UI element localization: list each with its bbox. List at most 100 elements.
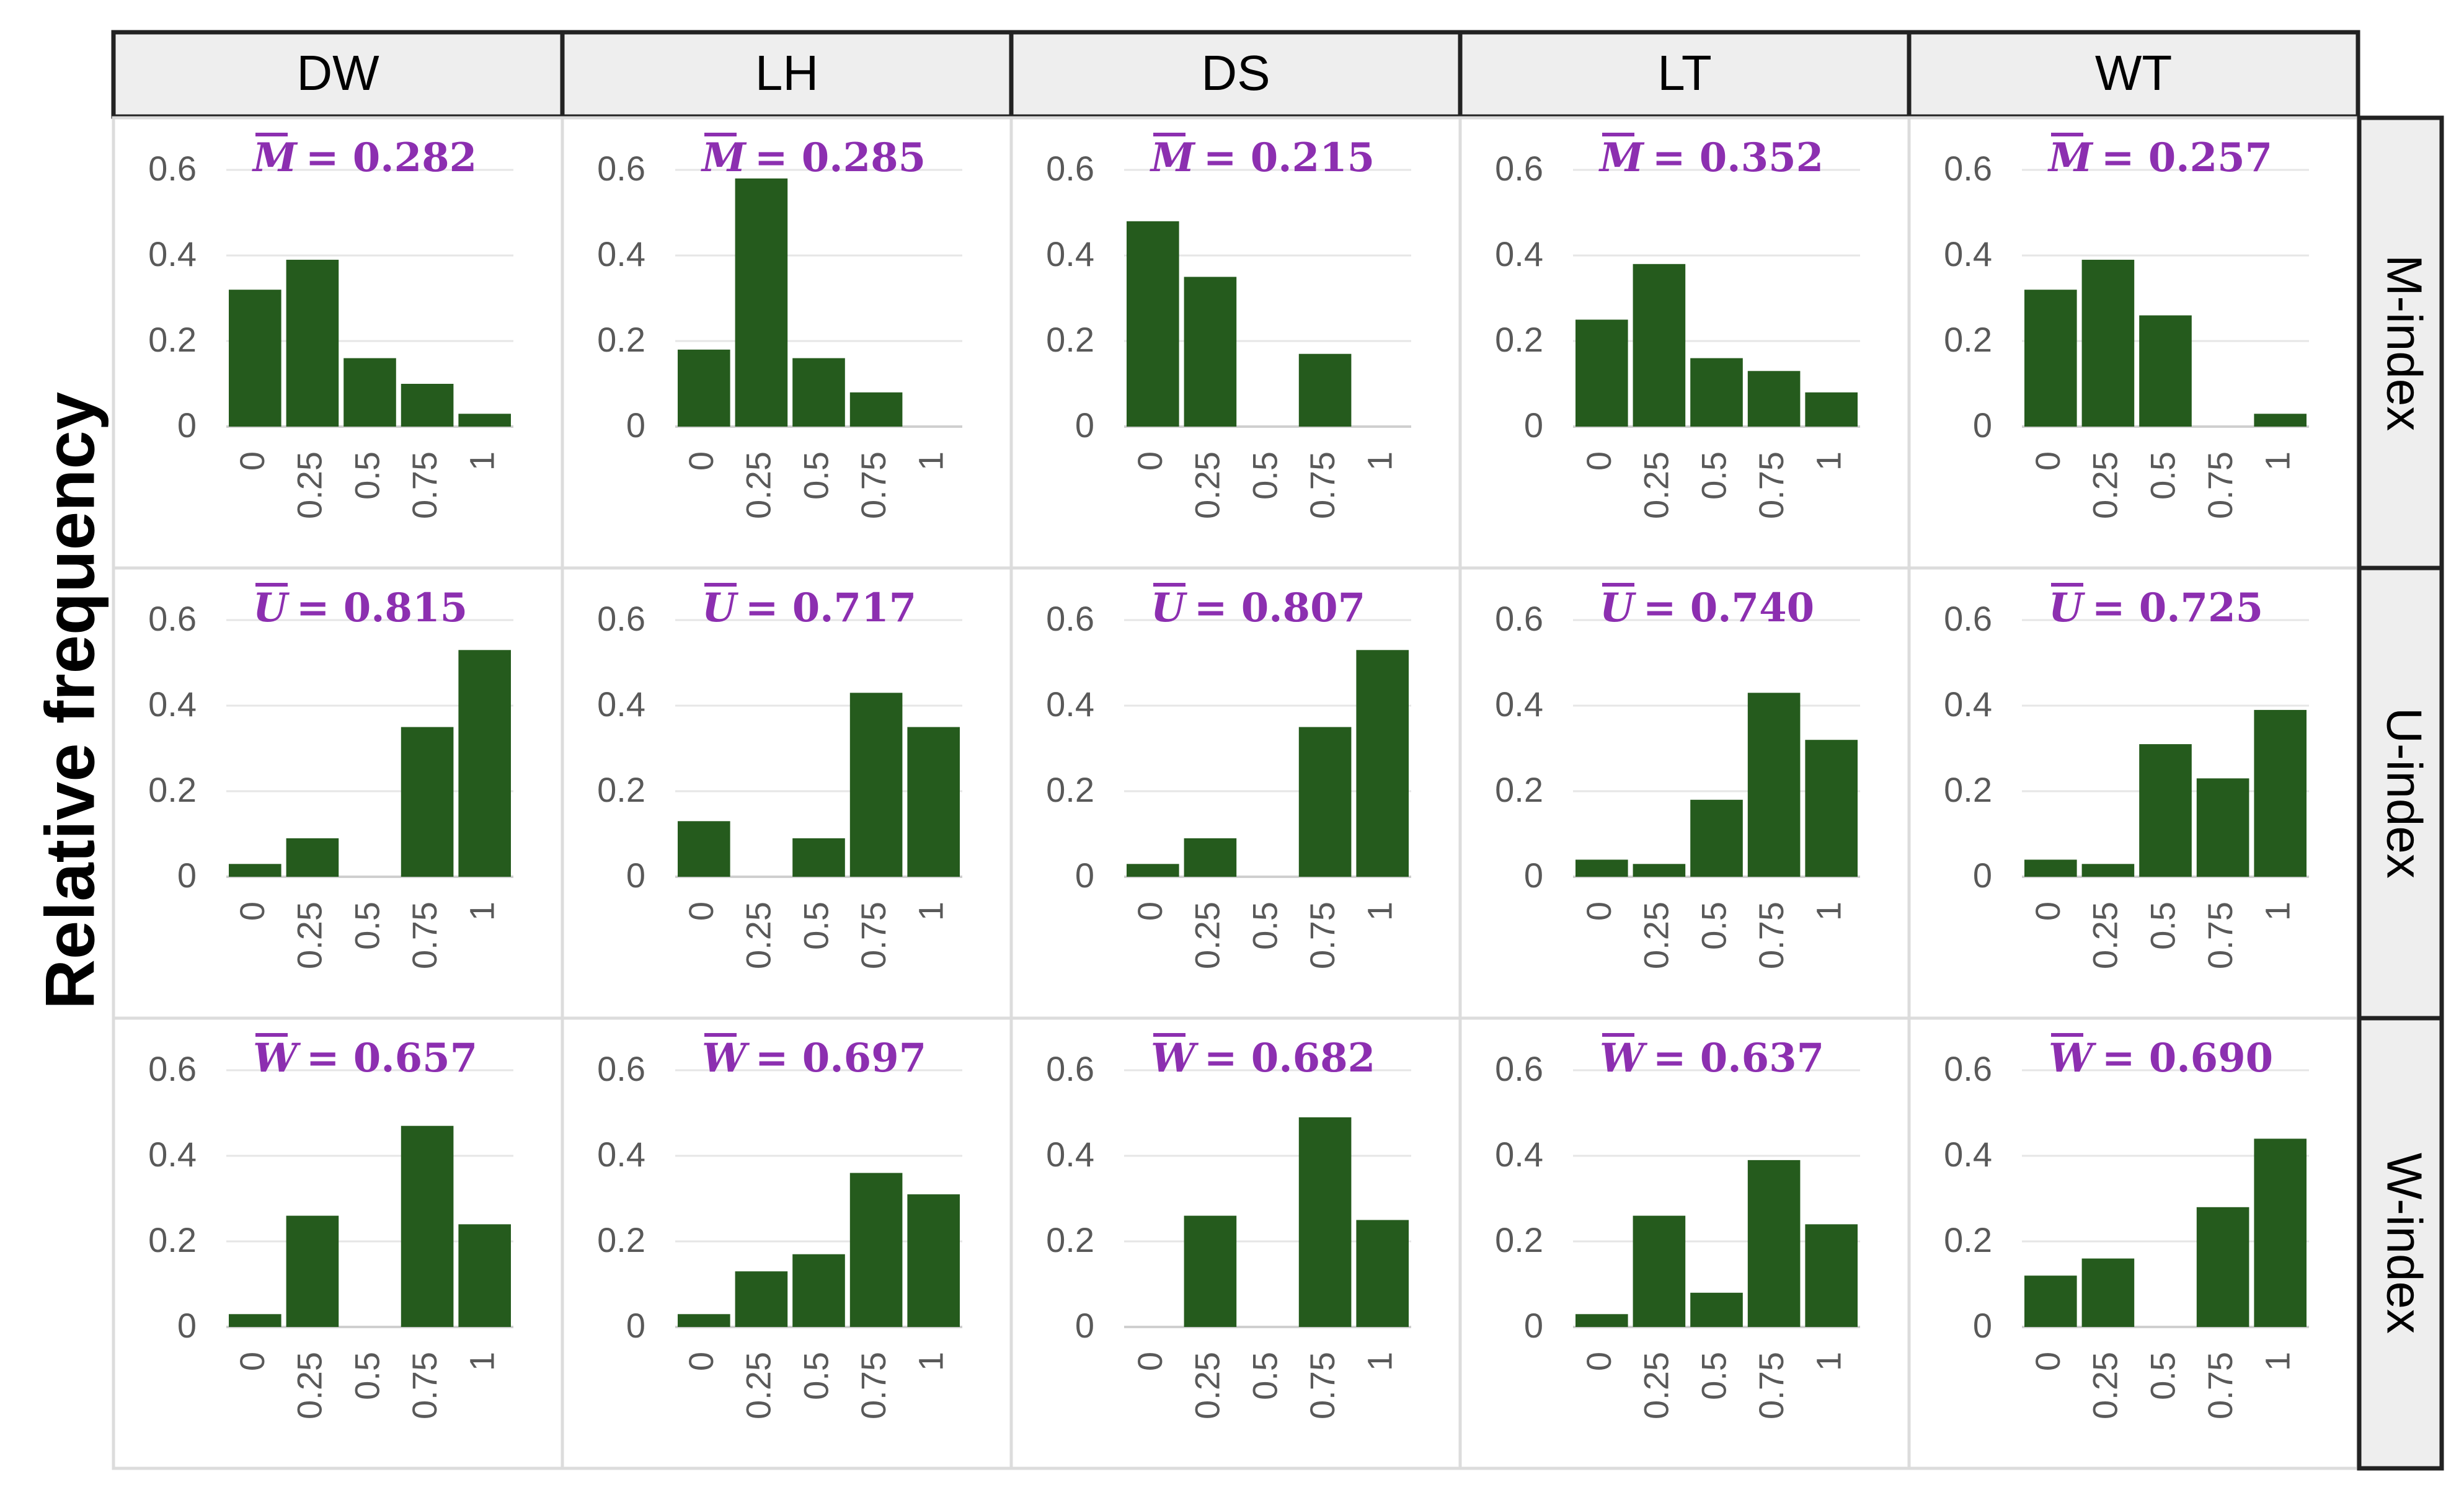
bar-0.75 — [1747, 693, 1801, 877]
column-header-ds: DS — [1201, 45, 1270, 100]
mean-overline — [1153, 583, 1185, 587]
panel-u-index-lh: 0 0.2 0.4 0.6 0 0.25 0.5 0.75 1 U = 0.717 — [561, 566, 1013, 1020]
mean-value: = 0.682 — [1204, 1035, 1375, 1081]
bar-0 — [229, 1314, 281, 1327]
x-tick-label: 0.5 — [347, 1352, 386, 1400]
x-tick-label: 1 — [911, 1352, 950, 1371]
x-tick-label: 0.75 — [2200, 902, 2240, 969]
panel-m-index-lt: 0 0.2 0.4 0.6 0 0.25 0.5 0.75 1 M = 0.352 — [1458, 116, 1911, 570]
panel-m-index-lh: 0 0.2 0.4 0.6 0 0.25 0.5 0.75 1 M = 0.285 — [561, 116, 1013, 570]
mean-annotation: W = 0.637 — [1600, 1035, 1824, 1081]
bar-1 — [2254, 1138, 2307, 1327]
x-tick-label: 0 — [1579, 451, 1618, 471]
y-axis-label: Relative frequency — [32, 392, 109, 1009]
x-tick-label: 0.25 — [1188, 1352, 1227, 1419]
y-tick-label: 0.2 — [597, 320, 645, 359]
mean-value: = 0.690 — [2102, 1035, 2273, 1081]
y-tick-label: 0.2 — [1944, 1220, 1992, 1259]
x-tick-label: 0 — [233, 451, 272, 471]
mean-symbol: U — [1600, 585, 1637, 631]
x-tick-label: 0.5 — [2143, 451, 2182, 500]
bar-0 — [1127, 221, 1179, 427]
y-tick-label: 0.2 — [148, 1220, 197, 1259]
x-tick-label: 0.5 — [2143, 902, 2182, 950]
x-tick-label: 0.5 — [1694, 451, 1733, 500]
mean-symbol: M — [701, 135, 747, 181]
y-tick-label: 0.2 — [1495, 770, 1543, 809]
row-label-m-index: M-index — [2377, 255, 2432, 432]
x-tick-label: 0.25 — [1637, 451, 1676, 519]
x-tick-label: 0.5 — [1245, 902, 1284, 950]
y-tick-label: 0.6 — [597, 149, 645, 188]
y-tick-label: 0.4 — [1495, 234, 1543, 273]
bar-1 — [1356, 1220, 1409, 1327]
bar-0.75 — [1298, 1117, 1352, 1327]
bar-0 — [229, 290, 281, 427]
x-tick-label: 0 — [233, 902, 272, 921]
x-tick-label: 0.75 — [2200, 451, 2240, 519]
mean-symbol: M — [2047, 135, 2094, 181]
bar-0 — [229, 864, 281, 877]
x-tick-label: 0 — [1579, 902, 1618, 921]
bar-0 — [678, 1314, 730, 1327]
y-tick-label: 0 — [1973, 856, 1992, 895]
bar-0 — [678, 349, 730, 427]
y-tick-label: 0.2 — [1046, 1220, 1094, 1259]
mean-symbol: U — [2049, 585, 2086, 631]
y-tick-label: 0.4 — [1046, 685, 1094, 724]
mean-annotation: M = 0.282 — [252, 135, 477, 181]
x-tick-label: 0.25 — [290, 451, 329, 519]
bar-0.25 — [735, 1271, 788, 1327]
x-tick-label: 0.5 — [796, 451, 835, 500]
x-tick-label: 1 — [1809, 902, 1848, 921]
panel-w-index-lh: 0 0.2 0.4 0.6 0 0.25 0.5 0.75 1 W = 0.697 — [561, 1016, 1013, 1470]
bar-0.75 — [1747, 1160, 1801, 1327]
y-tick-label: 0.4 — [1046, 1135, 1094, 1174]
column-header-lh: LH — [755, 45, 818, 100]
mean-symbol: W — [253, 1035, 301, 1081]
y-tick-label: 0 — [1524, 856, 1543, 895]
x-tick-label: 0.5 — [796, 902, 835, 950]
mean-annotation: M = 0.352 — [1598, 135, 1824, 181]
x-tick-label: 0.75 — [854, 1352, 893, 1419]
x-tick-label: 0.25 — [1188, 451, 1227, 519]
row-label-box — [2357, 1016, 2444, 1471]
bar-0.25 — [1633, 264, 1686, 427]
y-tick-label: 0 — [1973, 406, 1992, 445]
y-tick-label: 0.6 — [1046, 599, 1094, 638]
x-tick-label: 0.5 — [347, 902, 386, 950]
panel-u-index-wt: 0 0.2 0.4 0.6 0 0.25 0.5 0.75 1 U = 0.725 — [1907, 566, 2360, 1020]
mean-annotation: U = 0.717 — [702, 585, 916, 631]
bar-0.25 — [1633, 1215, 1686, 1327]
x-tick-label: 0.5 — [796, 1352, 835, 1400]
x-tick-label: 0.25 — [290, 1352, 329, 1419]
mean-value: = 0.807 — [1194, 585, 1365, 631]
x-tick-label: 0.5 — [1245, 1352, 1284, 1400]
bar-0 — [2024, 859, 2077, 877]
mean-overline — [704, 583, 737, 587]
bar-0.75 — [849, 392, 903, 427]
panel-m-index-wt: 0 0.2 0.4 0.6 0 0.25 0.5 0.75 1 M = 0.257 — [1907, 116, 2360, 570]
x-tick-label: 0 — [1579, 1352, 1618, 1371]
mean-value: = 0.740 — [1643, 585, 1814, 631]
y-tick-label: 0.4 — [597, 685, 645, 724]
bar-0.75 — [1298, 727, 1352, 877]
bar-0.5 — [792, 1254, 845, 1327]
y-tick-label: 0.6 — [148, 1049, 197, 1088]
bar-1 — [2254, 709, 2307, 877]
panel-w-index-ds: 0 0.2 0.4 0.6 0 0.25 0.5 0.75 1 W = 0.682 — [1009, 1016, 1462, 1470]
mean-value: = 0.657 — [306, 1035, 477, 1081]
column-header-wt: WT — [2095, 45, 2172, 100]
mean-value: = 0.815 — [296, 585, 468, 631]
histogram-panels: 00.20.40.60 0.25 0.5 0.75 1M = 0.28200.20.40.… — [112, 116, 2360, 1470]
y-tick-label: 0.4 — [1944, 1135, 1992, 1174]
x-tick-label: 1 — [462, 451, 501, 471]
y-tick-label: 0.6 — [1944, 1049, 1992, 1088]
y-tick-label: 0.2 — [1046, 320, 1094, 359]
panel-m-index-ds: 0 0.2 0.4 0.6 0 0.25 0.5 0.75 1 M = 0.215 — [1009, 116, 1462, 570]
bar-0.5 — [1690, 358, 1743, 427]
mean-overline — [255, 583, 288, 587]
column-header-dw: DW — [296, 45, 379, 100]
x-tick-label: 0.75 — [1752, 451, 1791, 519]
bar-0.75 — [401, 727, 454, 877]
